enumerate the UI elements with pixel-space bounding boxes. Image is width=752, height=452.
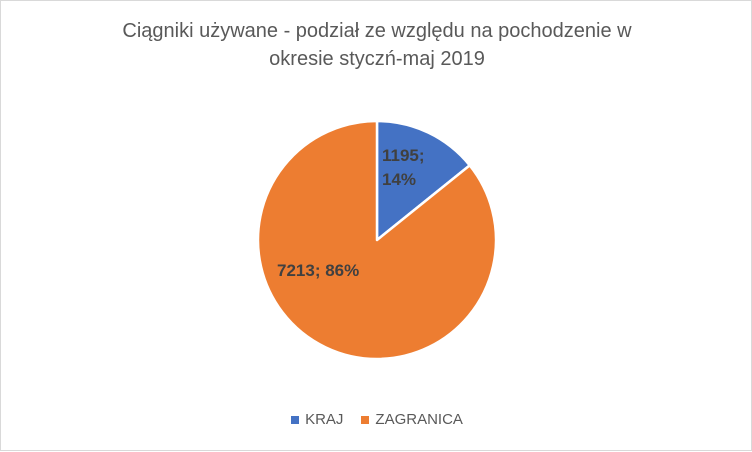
legend-item-zagranica: ZAGRANICA bbox=[361, 411, 463, 428]
chart-title-line-2: okresie styczń-maj 2019 bbox=[269, 48, 485, 70]
data-label-zagranica: 7213; 86% bbox=[277, 259, 359, 283]
chart-title: Ciągniki używane - podział ze względu na… bbox=[1, 17, 752, 73]
legend: KRAJ ZAGRANICA bbox=[1, 411, 752, 428]
data-label-kraj: 1195; 14% bbox=[382, 144, 425, 192]
legend-swatch-zagranica bbox=[361, 415, 370, 424]
pie-slice-zagranica bbox=[256, 119, 498, 361]
data-label-zagranica-line-1: 7213; 86% bbox=[277, 261, 360, 280]
legend-item-kraj: KRAJ bbox=[291, 411, 343, 428]
legend-label-kraj: KRAJ bbox=[305, 411, 344, 428]
legend-swatch-kraj bbox=[291, 415, 300, 424]
legend-label-zagranica: ZAGRANICA bbox=[375, 411, 463, 428]
data-label-kraj-line-2: 14% bbox=[382, 170, 417, 189]
data-label-kraj-line-1: 1195; bbox=[382, 146, 425, 165]
chart-title-line-1: Ciągniki używane - podział ze względu na… bbox=[122, 20, 632, 42]
pie-slice-kraj bbox=[375, 119, 471, 242]
